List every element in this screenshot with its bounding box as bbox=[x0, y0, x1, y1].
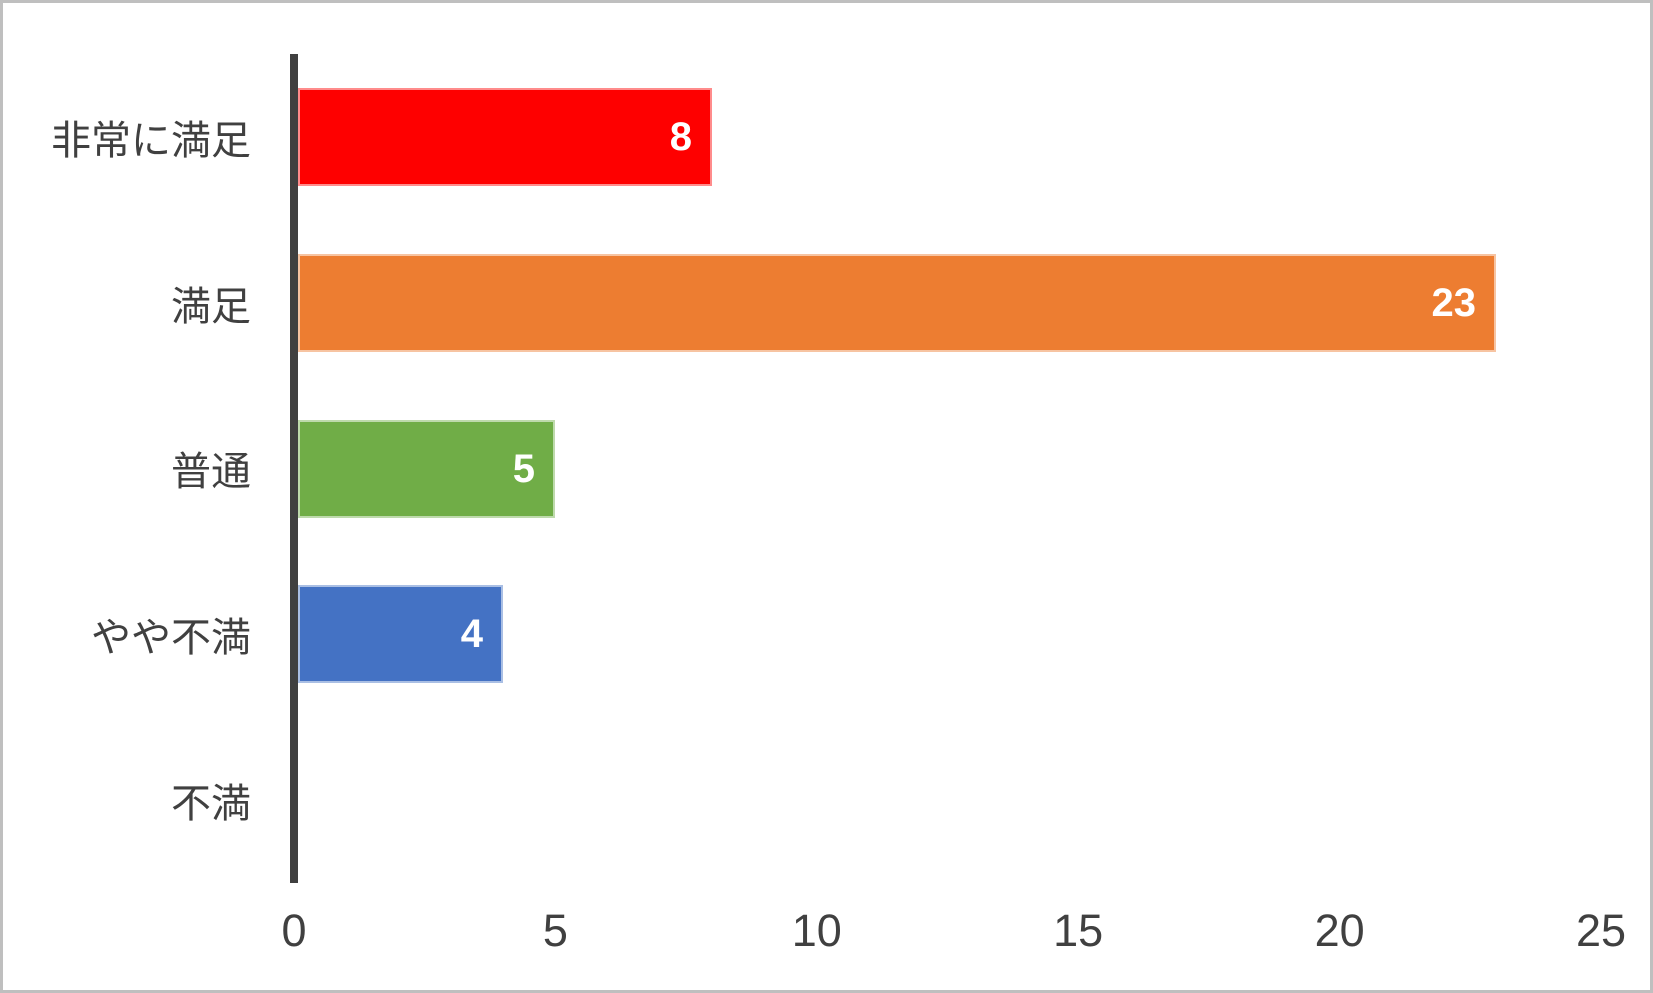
x-tick-label-15: 15 bbox=[1053, 905, 1104, 956]
x-tick-label-0: 0 bbox=[281, 905, 307, 956]
category-label-2: 普通 bbox=[171, 450, 251, 495]
bar-value-label-3: 4 bbox=[460, 612, 483, 657]
bar-3: 4 bbox=[298, 585, 503, 684]
category-label-4: 不満 bbox=[171, 782, 251, 827]
x-tick-label-25: 25 bbox=[1575, 905, 1627, 956]
bar-value-label-1: 23 bbox=[1431, 280, 1477, 325]
category-label-3: やや不満 bbox=[91, 616, 251, 661]
x-tick-label-20: 20 bbox=[1314, 905, 1365, 956]
bar-0: 8 bbox=[298, 87, 712, 186]
x-tick-label-5: 5 bbox=[542, 905, 568, 956]
category-label-0: 非常に満足 bbox=[51, 118, 251, 163]
bar-value-label-0: 8 bbox=[669, 114, 692, 159]
category-label-1: 満足 bbox=[171, 284, 251, 329]
bar-value-label-2: 5 bbox=[512, 446, 535, 491]
y-axis-line bbox=[290, 54, 298, 883]
bar-1: 23 bbox=[298, 253, 1496, 352]
x-tick-label-10: 10 bbox=[791, 905, 842, 956]
bar-2: 5 bbox=[298, 419, 555, 518]
